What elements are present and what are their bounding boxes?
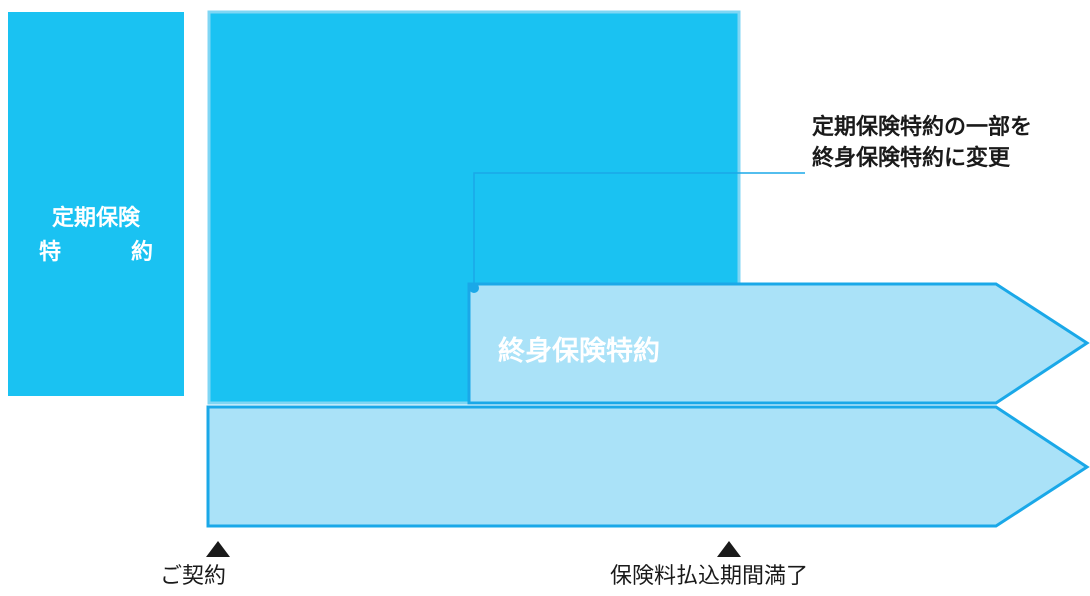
conversion-annotation: 定期保険特約の一部を 終身保険特約に変更 <box>812 112 1032 174</box>
start-marker-triangle <box>206 541 230 557</box>
annotation-line-1: 定期保険特約の一部を <box>812 115 1033 140</box>
legend-term-rider: 定期保険 特 約 <box>8 12 184 396</box>
premium-end-marker-triangle <box>717 541 741 557</box>
contract-start-label: ご契約 <box>160 564 227 589</box>
legend-line-2: 特 約 <box>39 236 153 270</box>
annotation-leader-line <box>473 172 805 288</box>
legend-char-left: 特 <box>39 240 62 265</box>
legend-label: 定期保険 特 約 <box>8 202 184 270</box>
legend-char-right: 約 <box>130 240 153 265</box>
premium-end-label: 保険料払込期間満了 <box>610 564 809 589</box>
whole-life-rider-label: 終身保険特約 <box>498 336 660 367</box>
base-coverage-arrow <box>206 405 1090 528</box>
whole-life-rider-arrow <box>467 282 1090 405</box>
annotation-leader-dot <box>469 283 479 293</box>
legend-line-1: 定期保険 <box>51 206 140 231</box>
annotation-line-2: 終身保険特約に変更 <box>812 146 1011 171</box>
